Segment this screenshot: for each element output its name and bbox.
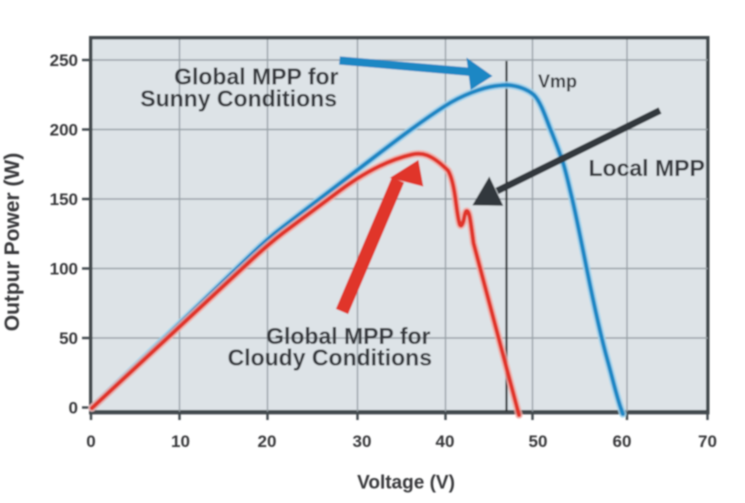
svg-text:Cloudy Conditions: Cloudy Conditions <box>228 345 432 371</box>
svg-text:30: 30 <box>353 432 372 451</box>
svg-text:40: 40 <box>436 432 455 451</box>
svg-text:0: 0 <box>69 399 78 418</box>
svg-text:50: 50 <box>529 432 548 451</box>
svg-text:0: 0 <box>86 432 95 451</box>
svg-text:Vmp: Vmp <box>538 72 577 92</box>
svg-text:10: 10 <box>171 432 190 451</box>
svg-text:Global MPP for: Global MPP for <box>266 323 430 349</box>
svg-text:150: 150 <box>50 190 78 209</box>
svg-text:20: 20 <box>258 432 277 451</box>
svg-text:Sunny Conditions: Sunny Conditions <box>140 86 337 112</box>
svg-text:Global MPP for: Global MPP for <box>174 64 338 90</box>
svg-text:100: 100 <box>50 260 78 279</box>
svg-text:60: 60 <box>613 432 632 451</box>
svg-text:70: 70 <box>698 432 717 451</box>
svg-text:Outpur Power (W): Outpur Power (W) <box>1 153 24 331</box>
svg-text:250: 250 <box>50 51 78 70</box>
svg-text:Voltage (V): Voltage (V) <box>357 473 455 494</box>
svg-text:200: 200 <box>50 121 78 140</box>
svg-text:Local MPP: Local MPP <box>589 155 705 181</box>
svg-text:50: 50 <box>59 329 78 348</box>
